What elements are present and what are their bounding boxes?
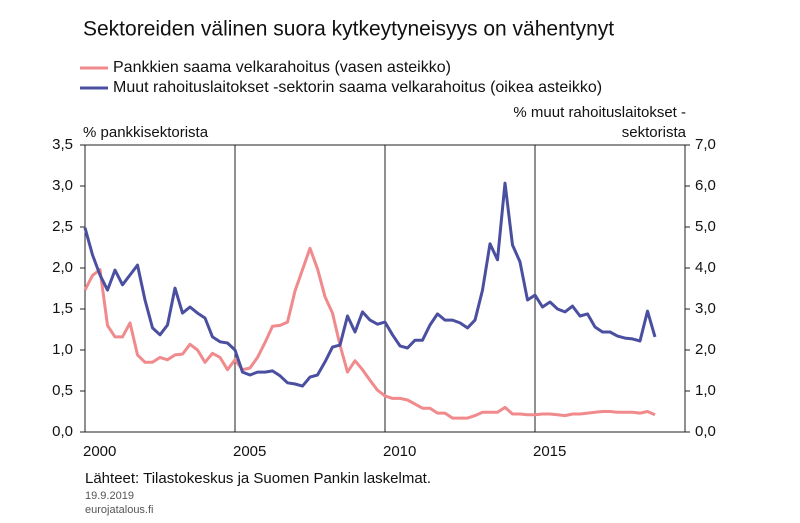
y2-tick-label: 5,0 (695, 218, 716, 235)
date: 19.9.2019 (85, 490, 134, 502)
source: Lähteet: Tilastokeskus ja Suomen Pankin … (85, 470, 431, 487)
y2-tick-label: 4,0 (695, 259, 716, 276)
y-tick-label: 0,5 (52, 382, 73, 399)
chart-title: Sektoreiden välinen suora kytkeytyneisyy… (83, 18, 614, 41)
y-tick-label: 3,0 (52, 177, 73, 194)
y2-tick-label: 6,0 (695, 177, 716, 194)
series-line (83, 181, 657, 388)
y2-tick-label: 1,0 (695, 382, 716, 399)
x-tick-label: 2005 (233, 443, 266, 460)
x-tick-label: 2000 (83, 443, 116, 460)
y-tick-label: 2,5 (52, 218, 73, 235)
y2-tick-label: 7,0 (695, 136, 716, 153)
y2-axis-label: sektorista (622, 124, 687, 141)
y-tick-label: 2,0 (52, 259, 73, 276)
legend-label: Pankkien saama velkarahoitus (vasen aste… (113, 59, 451, 76)
y-tick-label: 3,5 (52, 136, 73, 153)
y-axis-label: % pankkisektorista (83, 124, 209, 141)
x-tick-label: 2015 (533, 443, 566, 460)
legend-label: Muut rahoituslaitokset -sektorin saama v… (113, 79, 602, 96)
y-tick-label: 1,5 (52, 300, 73, 317)
y2-tick-label: 3,0 (695, 300, 716, 317)
y2-axis-label: % muut rahoituslaitokset - (513, 104, 686, 121)
series-line (83, 246, 656, 420)
y-tick-label: 1,0 (52, 341, 73, 358)
y2-tick-label: 0,0 (695, 423, 716, 440)
x-tick-label: 2010 (383, 443, 416, 460)
y2-tick-label: 2,0 (695, 341, 716, 358)
site: eurojatalous.fi (85, 504, 154, 516)
y-tick-label: 0,0 (52, 423, 73, 440)
